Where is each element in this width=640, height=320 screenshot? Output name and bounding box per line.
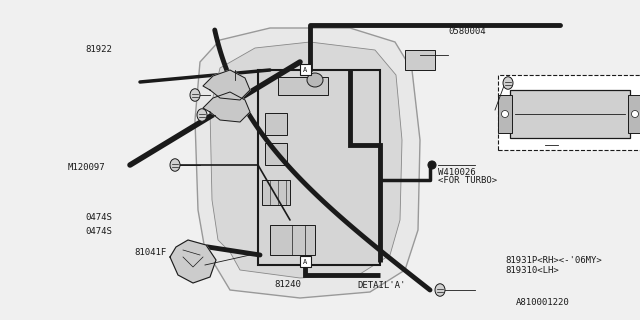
Bar [278,77,328,95]
Ellipse shape [190,89,200,101]
Text: 0474S: 0474S [85,213,112,222]
Polygon shape [203,92,250,122]
Ellipse shape [503,77,513,89]
Text: W410026: W410026 [438,168,476,177]
Text: 819310<LH>: 819310<LH> [506,266,559,275]
Bar [265,113,287,135]
Ellipse shape [435,284,445,296]
Bar [300,64,311,75]
Polygon shape [170,240,216,283]
Bar [262,180,290,205]
Text: A: A [303,259,307,265]
Text: 0580004: 0580004 [448,28,486,36]
Bar [265,143,287,165]
Bar [258,70,380,265]
Ellipse shape [307,73,323,87]
PathPatch shape [210,42,402,278]
Bar [498,95,512,133]
Text: 0474S: 0474S [506,77,532,86]
Bar [510,90,630,138]
Text: A: A [303,67,307,73]
Bar [405,50,435,70]
Ellipse shape [632,110,639,117]
Ellipse shape [502,110,509,117]
Ellipse shape [428,161,436,169]
Text: 81922: 81922 [85,45,112,54]
Polygon shape [203,70,250,100]
PathPatch shape [195,28,420,298]
Bar [628,95,640,133]
Ellipse shape [197,109,207,121]
Text: 0474S: 0474S [85,228,112,236]
Bar [300,256,311,267]
Text: DETAIL'A': DETAIL'A' [357,281,406,290]
Text: <FOR TURBO>: <FOR TURBO> [438,176,497,185]
Bar [498,75,640,150]
Text: 81041F: 81041F [134,248,166,257]
Ellipse shape [170,159,180,171]
Text: 81240: 81240 [275,280,301,289]
Text: A810001220: A810001220 [516,298,570,307]
Bar [270,225,315,255]
Text: M120097: M120097 [68,164,106,172]
Text: 81931P<RH><-'06MY>: 81931P<RH><-'06MY> [506,256,602,265]
